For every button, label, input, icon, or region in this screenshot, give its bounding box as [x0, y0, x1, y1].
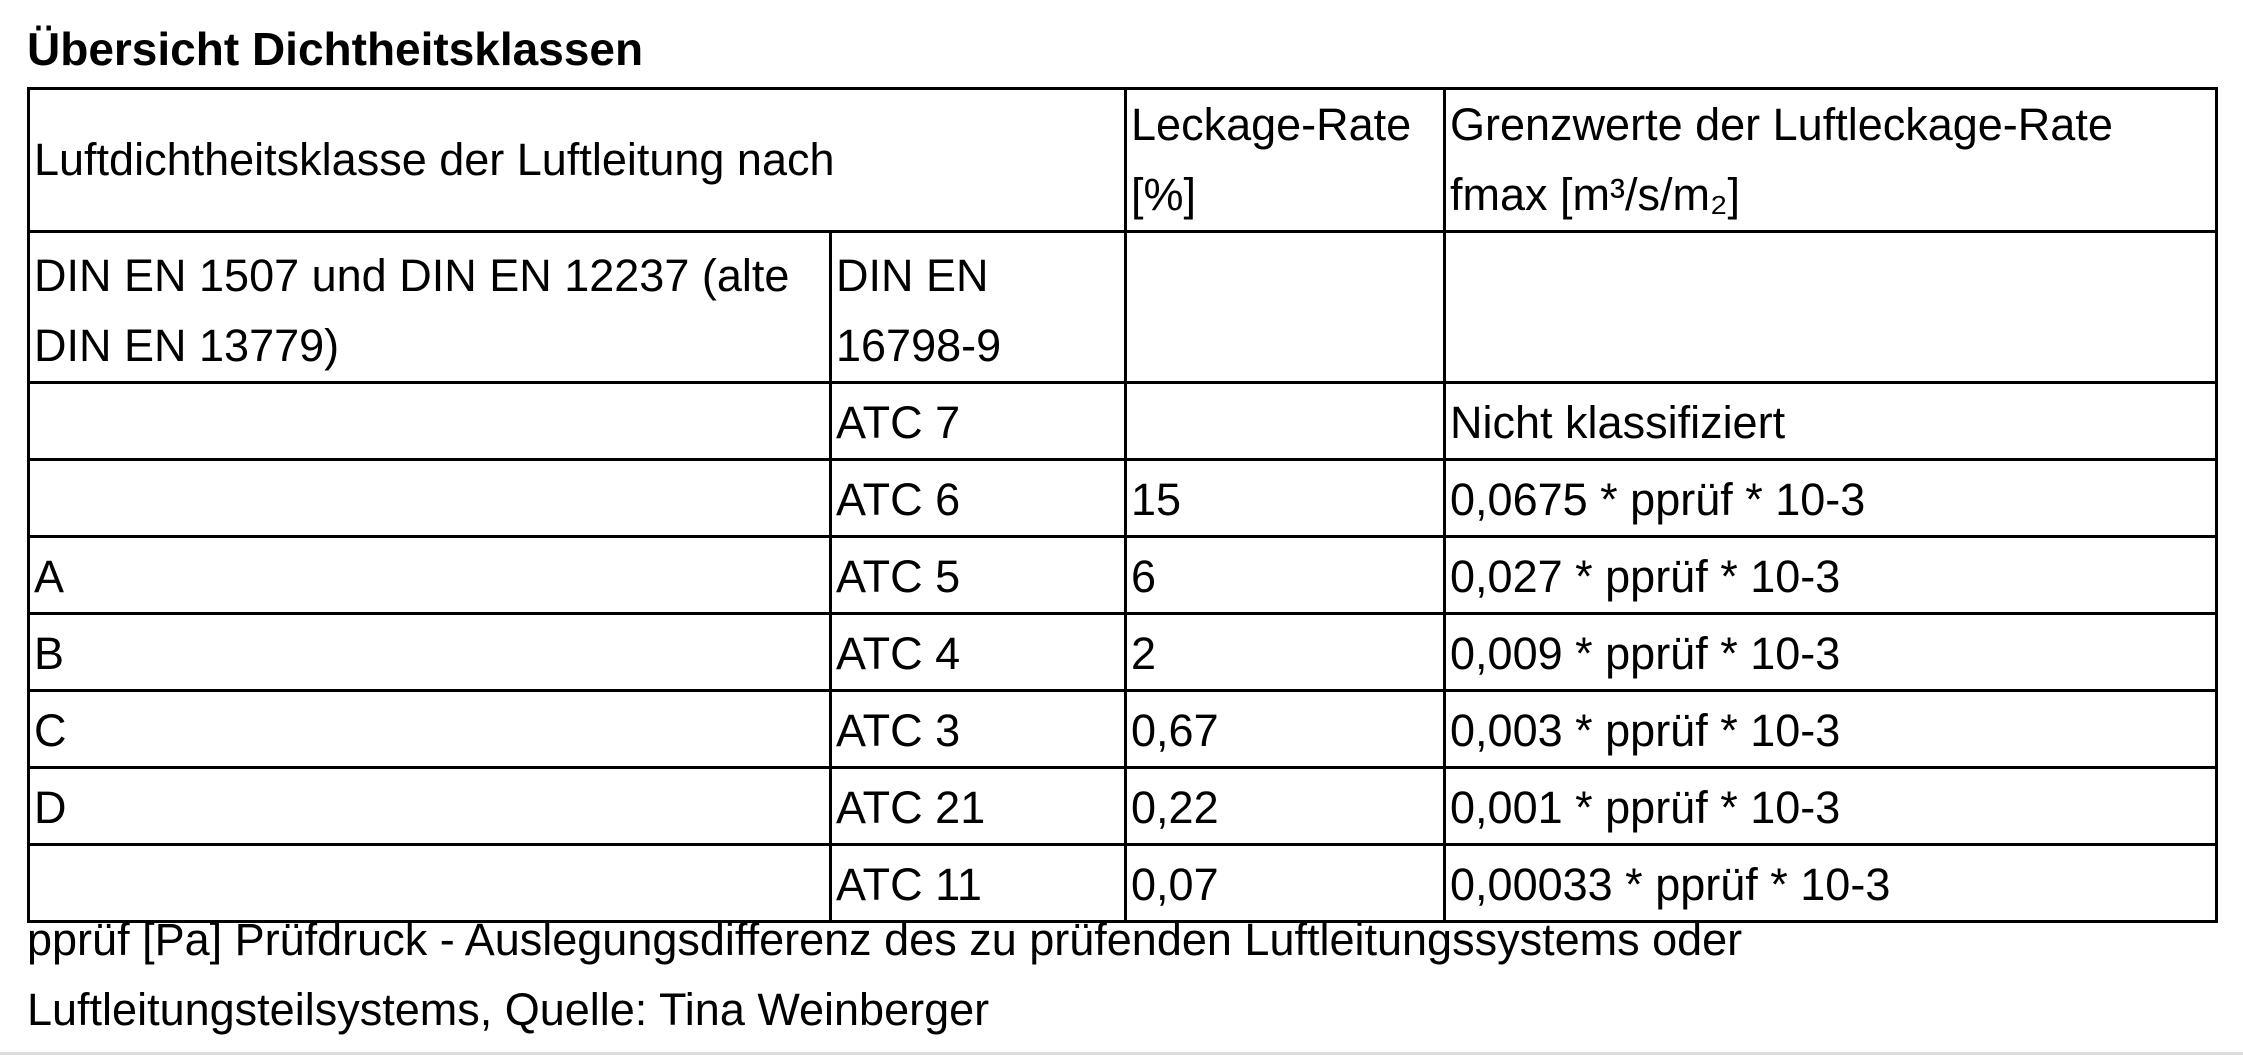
table-cell: DIN EN 1507 und DIN EN 12237 (alte DIN E…	[27, 230, 832, 384]
empty-cell	[1443, 230, 2219, 384]
table-cell: 0,00033 * pprüf * 10-3	[1443, 843, 2219, 923]
table-cell: C	[27, 689, 832, 769]
table-cell: ATC 5	[828, 535, 1128, 615]
table-cell: 0,07	[1124, 843, 1447, 923]
table-cell: 15	[1124, 458, 1447, 538]
table-cell: ATC 3	[828, 689, 1128, 769]
table-row: ATC 7 Nicht klassifiziert	[27, 381, 2219, 461]
header-cell: Luftdichtheitsklasse der Luftleitung nac…	[26, 87, 1128, 233]
table-cell: 2	[1124, 612, 1447, 692]
table-row: DIN EN 1507 und DIN EN 12237 (alte DIN E…	[27, 230, 2219, 384]
empty-cell	[1124, 381, 1447, 461]
header-row: Luftdichtheitsklasse der Luftleitung nac…	[26, 87, 2219, 233]
table-cell: ATC 6	[828, 458, 1128, 538]
table-cell: B	[27, 612, 832, 692]
table-cell: 0,003 * pprüf * 10-3	[1443, 689, 2219, 769]
table-cell: ATC 21	[828, 766, 1128, 846]
table-row: B ATC 4 2 0,009 * pprüf * 10-3	[27, 612, 2219, 692]
bottom-border	[0, 1052, 2243, 1055]
footnote: pprüf [Pa] Prüfdruck - Auslegungsdiffere…	[27, 914, 1743, 1035]
table-cell: 6	[1124, 535, 1447, 615]
table-row: D ATC 21 0,22 0,001 * pprüf * 10-3	[27, 766, 2219, 846]
table-cell: 0,027 * pprüf * 10-3	[1443, 535, 2219, 615]
empty-cell	[1124, 230, 1447, 384]
table-cell: ATC 7	[828, 381, 1128, 461]
table-cell: 0,22	[1124, 766, 1447, 846]
title: Übersicht Dichtheitsklassen	[27, 23, 644, 75]
table-row: ATC 11 0,07 0,00033 * pprüf * 10-3	[27, 843, 2219, 923]
header-cell: Leckage-Rate [%]	[1124, 87, 1447, 233]
table-row: ATC 6 15 0,0675 * pprüf * 10-3	[27, 458, 2219, 538]
table-body: Luftdichtheitsklasse der Luftleitung nac…	[26, 87, 2219, 923]
table-cell: 0,009 * pprüf * 10-3	[1443, 612, 2219, 692]
table-cell: ATC 11	[828, 843, 1128, 923]
table-cell: 0,0675 * pprüf * 10-3	[1443, 458, 2219, 538]
empty-cell	[27, 843, 832, 923]
table-cell: D	[27, 766, 832, 846]
table-row: C ATC 3 0,67 0,003 * pprüf * 10-3	[27, 689, 2219, 769]
table-cell: 0,67	[1124, 689, 1447, 769]
table-cell: DIN EN 16798-9	[828, 230, 1128, 384]
table-cell: A	[27, 535, 832, 615]
empty-cell	[27, 458, 832, 538]
table: Luftdichtheitsklasse der Luftleitung nac…	[26, 87, 2219, 923]
empty-cell	[27, 381, 832, 461]
table-row: A ATC 5 6 0,027 * pprüf * 10-3	[27, 535, 2219, 615]
table-cell: ATC 4	[828, 612, 1128, 692]
table-cell: Nicht klassifiziert	[1443, 381, 2219, 461]
header-cell: Grenzwerte der Luftleckage-Rate fmax [m³…	[1443, 87, 2219, 233]
table-cell: 0,001 * pprüf * 10-3	[1443, 766, 2219, 846]
